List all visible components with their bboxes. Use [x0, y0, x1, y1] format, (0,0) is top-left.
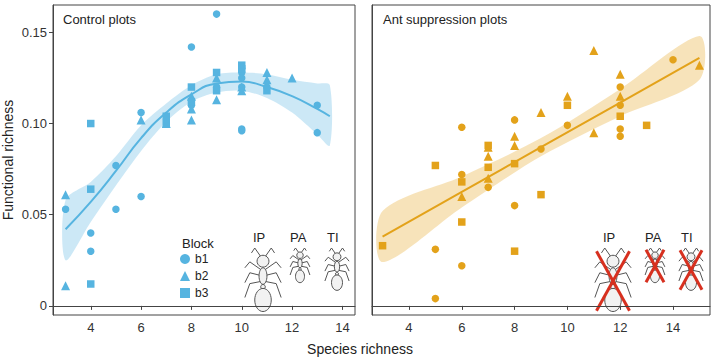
svg-text:Control plots: Control plots	[63, 12, 136, 27]
svg-text:8: 8	[188, 320, 195, 335]
svg-text:Block: Block	[182, 236, 214, 251]
svg-text:8: 8	[511, 320, 518, 335]
svg-text:b3: b3	[195, 286, 209, 300]
svg-text:14: 14	[666, 320, 680, 335]
svg-text:14: 14	[335, 320, 349, 335]
svg-text:0.15: 0.15	[22, 25, 47, 40]
svg-text:Ant suppression plots: Ant suppression plots	[383, 12, 508, 27]
svg-text:10: 10	[235, 320, 249, 335]
svg-text:b1: b1	[195, 252, 209, 266]
svg-text:4: 4	[405, 320, 412, 335]
svg-text:12: 12	[285, 320, 299, 335]
svg-text:Species richness: Species richness	[307, 341, 413, 357]
svg-text:12: 12	[613, 320, 627, 335]
svg-text:TI: TI	[327, 230, 339, 245]
svg-text:10: 10	[560, 320, 574, 335]
svg-text:6: 6	[458, 320, 465, 335]
svg-text:6: 6	[137, 320, 144, 335]
svg-text:PA: PA	[290, 230, 307, 245]
svg-text:0.05: 0.05	[22, 207, 47, 222]
svg-text:0.10: 0.10	[22, 116, 47, 131]
svg-text:PA: PA	[645, 230, 662, 245]
svg-text:Functional richness: Functional richness	[0, 100, 16, 221]
svg-text:IP: IP	[253, 230, 265, 245]
svg-text:IP: IP	[603, 230, 615, 245]
svg-text:4: 4	[87, 320, 94, 335]
svg-text:0: 0	[40, 298, 47, 313]
svg-text:b2: b2	[195, 269, 209, 283]
svg-text:TI: TI	[681, 230, 693, 245]
